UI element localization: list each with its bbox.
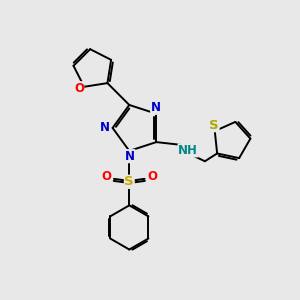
Text: N: N xyxy=(125,150,135,163)
Text: N: N xyxy=(151,101,161,114)
Text: NH: NH xyxy=(178,144,198,157)
Text: S: S xyxy=(124,175,134,188)
Text: O: O xyxy=(74,82,84,95)
Text: O: O xyxy=(102,170,112,183)
Text: N: N xyxy=(100,122,110,134)
Text: S: S xyxy=(209,119,219,132)
Text: O: O xyxy=(147,170,157,183)
